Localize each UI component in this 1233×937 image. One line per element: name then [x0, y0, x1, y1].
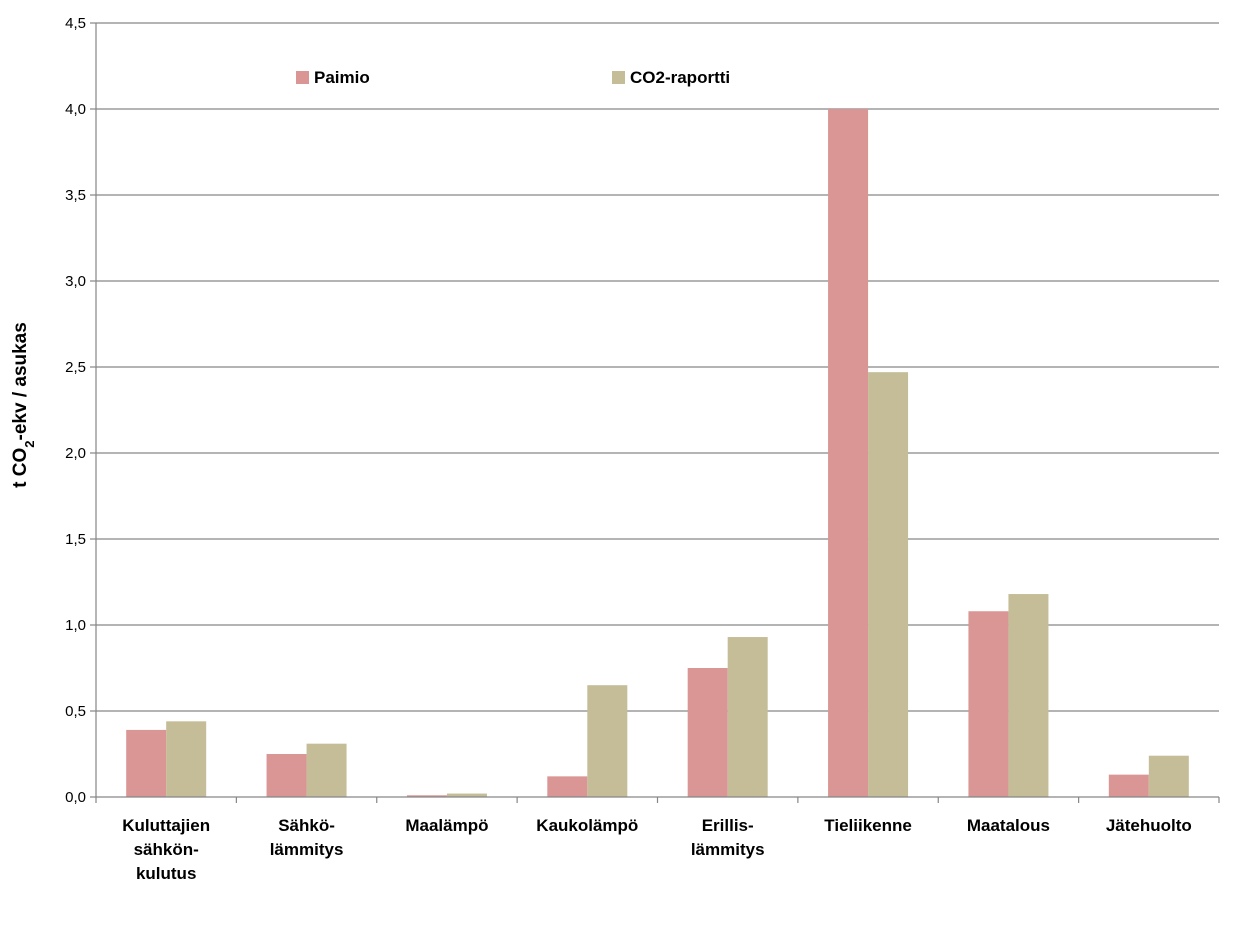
y-axis-title-prefix: t CO [10, 448, 31, 488]
y-tick-labels: 0,0 0,5 1,0 1,5 2,0 2,5 3,0 3,5 4,0 4,5 [65, 15, 86, 806]
category-label: Kuluttajien sähkön-kulutus [122, 816, 210, 883]
y-tick-label: 2,0 [65, 445, 86, 462]
bar-co2-raportti [166, 721, 207, 797]
y-tick-label: 0,0 [65, 789, 86, 806]
category-label: Sähkö-lämmitys [270, 816, 344, 859]
y-tick-label: 1,0 [65, 617, 86, 634]
bar-paimio [968, 611, 1009, 797]
legend: Paimio CO2-raportti [296, 68, 730, 87]
category-label: Maalämpö [405, 816, 488, 835]
category-label-line: Maatalous [967, 816, 1050, 835]
legend-swatch [296, 71, 309, 84]
bar-paimio [406, 795, 447, 797]
y-axis-title-suffix: -ekv / asukas [10, 322, 31, 440]
y-tick-label: 4,5 [65, 15, 86, 32]
legend-label: Paimio [314, 68, 370, 87]
category-label: Maatalous [967, 816, 1050, 835]
bar-co2-raportti [1008, 594, 1049, 797]
bars [126, 109, 1189, 797]
bar-paimio [1108, 774, 1149, 797]
category-label-line: Kuluttajien [122, 816, 210, 835]
bar-paimio [547, 776, 588, 797]
category-label: Tieliikenne [824, 816, 912, 835]
bar-paimio [266, 754, 307, 797]
bar-paimio [828, 109, 869, 797]
y-tick-label: 1,5 [65, 531, 86, 548]
bar-paimio [126, 729, 167, 797]
category-label-line: Jätehuolto [1106, 816, 1192, 835]
category-label-line: kulutus [136, 864, 196, 883]
category-label-line: Erillis- [702, 816, 754, 835]
y-axis-title: t CO2-ekv / asukas [10, 322, 37, 488]
bar-paimio [687, 668, 728, 797]
category-label: Jätehuolto [1106, 816, 1192, 835]
legend-label: CO2-raportti [630, 68, 730, 87]
grid-lines [96, 22, 1219, 712]
category-labels: Kuluttajien sähkön-kulutus Sähkö-lämmitys M… [122, 816, 1192, 883]
category-label-line: lämmitys [270, 840, 344, 859]
y-tick-label: 2,5 [65, 359, 86, 376]
y-tick-label: 0,5 [65, 703, 86, 720]
y-tick-label: 3,5 [65, 187, 86, 204]
legend-swatch [612, 71, 625, 84]
axes [90, 22, 1220, 803]
category-label-line: Sähkö- [278, 816, 335, 835]
bar-co2-raportti [727, 637, 768, 797]
bar-co2-raportti [446, 793, 487, 797]
y-axis-title-subscript: 2 [22, 440, 37, 447]
category-label-line: sähkön- [134, 840, 199, 859]
category-label: Erillis-lämmitys [691, 816, 765, 859]
bar-co2-raportti [1148, 755, 1189, 797]
bar-co2-raportti [306, 743, 347, 797]
bar-co2-raportti [868, 372, 909, 797]
bar-co2-raportti [587, 685, 628, 797]
category-label: Kaukolämpö [536, 816, 638, 835]
y-tick-label: 4,0 [65, 101, 86, 118]
category-label-line: Tieliikenne [824, 816, 912, 835]
y-tick-label: 3,0 [65, 273, 86, 290]
category-label-line: Kaukolämpö [536, 816, 638, 835]
category-label-line: lämmitys [691, 840, 765, 859]
category-label-line: Maalämpö [405, 816, 488, 835]
